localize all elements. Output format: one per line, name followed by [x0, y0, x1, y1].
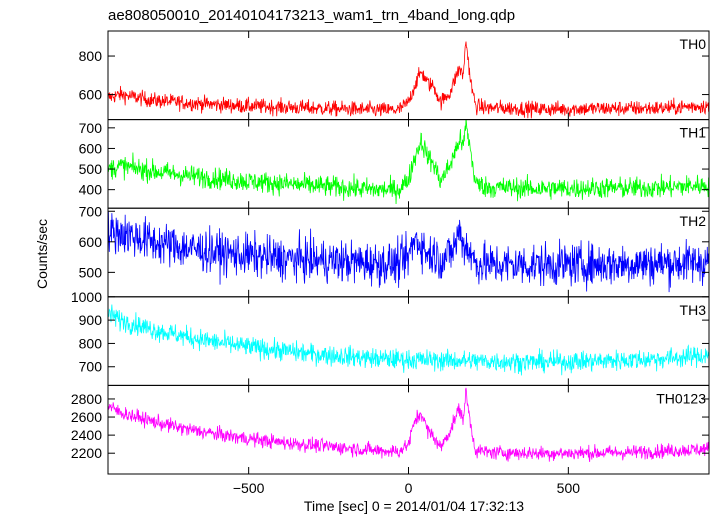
series-line-th3 — [108, 304, 709, 376]
panels-group: 600 800 TH0 400 500 600 700 TH1 500 600 700 TH2 700 8… — [71, 30, 710, 496]
y-tick-label: 2400 — [71, 427, 102, 443]
panel-th0123: 2200 2400 2600 2800 TH0123 — [71, 384, 710, 475]
y-tick-label: 1000 — [71, 289, 102, 305]
y-tick-label: 400 — [79, 182, 103, 198]
panel-label-th1: TH1 — [680, 125, 707, 141]
panel-th2: 500 600 700 TH2 — [79, 203, 710, 298]
panel-frame — [107, 119, 710, 209]
y-tick-label: 700 — [79, 120, 103, 136]
y-tick-label: 2800 — [71, 391, 102, 407]
y-tick-label: 800 — [79, 335, 103, 351]
chart-title: ae808050010_20140104173213_wam1_trn_4ban… — [108, 7, 515, 24]
y-tick-label: 2200 — [71, 445, 102, 461]
panel-label-th3: TH3 — [680, 302, 707, 318]
y-tick-label: 700 — [79, 203, 103, 219]
x-axis-label: Time [sec] 0 = 2014/01/04 17:32:13 — [304, 498, 524, 514]
y-tick-label: 600 — [79, 234, 103, 250]
panel-label-th0: TH0 — [680, 36, 707, 52]
series-line-th1 — [108, 119, 709, 204]
y-tick-label: 800 — [79, 48, 103, 64]
y-axis-label: Counts/sec — [34, 219, 50, 289]
y-tick-label: 600 — [79, 87, 103, 103]
x-tick-label: −500 — [233, 480, 265, 496]
y-tick-label: 900 — [79, 312, 103, 328]
x-tick-label: 500 — [557, 480, 581, 496]
y-tick-label: 2600 — [71, 409, 102, 425]
panel-th0: 600 800 TH0 — [79, 30, 710, 121]
y-tick-label: 500 — [79, 264, 103, 280]
series-line-th0123 — [108, 387, 709, 463]
panel-label-th2: TH2 — [680, 213, 707, 229]
panel-th3: 700 800 900 1000 TH3 — [71, 289, 710, 386]
y-tick-label: 600 — [79, 140, 103, 156]
series-line-th0 — [108, 41, 709, 119]
x-tick-label: 0 — [405, 480, 413, 496]
panel-th1: 400 500 600 700 TH1 — [79, 119, 710, 209]
panel-label-th0123: TH0123 — [656, 390, 706, 406]
series-line-th2 — [108, 211, 709, 293]
y-tick-label: 700 — [79, 359, 103, 375]
y-tick-label: 500 — [79, 161, 103, 177]
